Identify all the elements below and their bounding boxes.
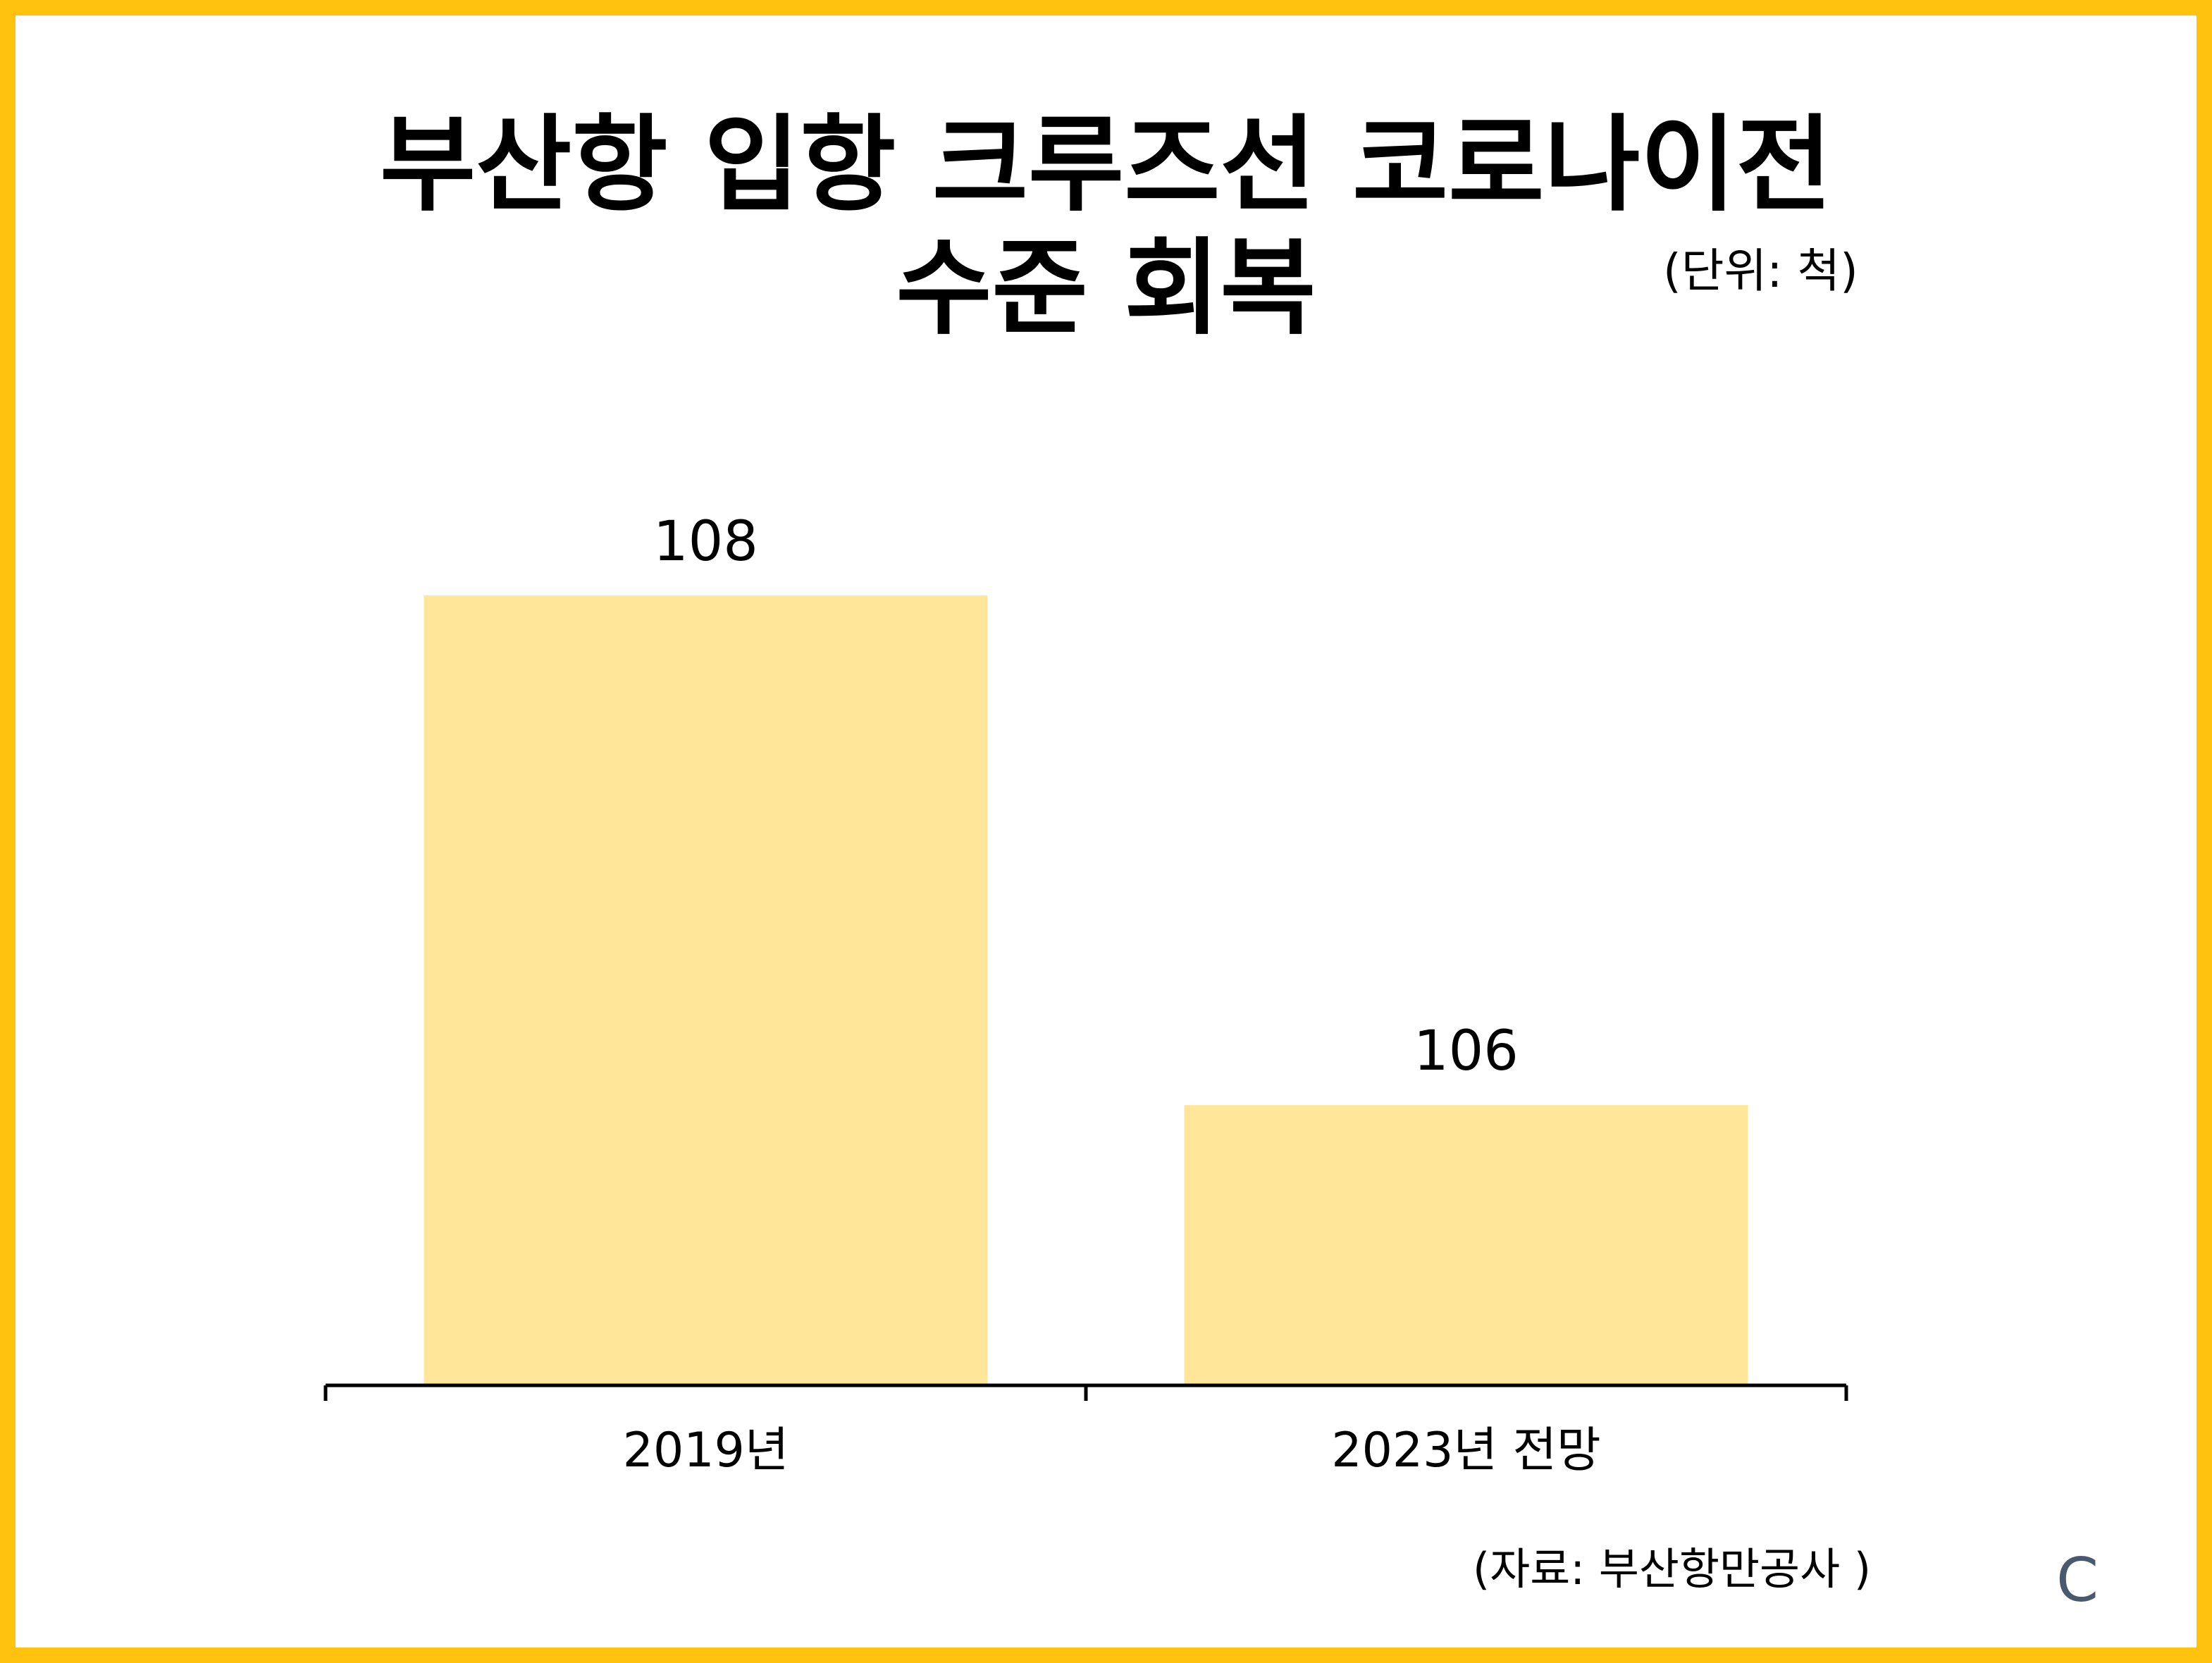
unit-label: (단위: 척) bbox=[1663, 244, 1858, 298]
x-tick-label-2: 2023년 전망 bbox=[1331, 1423, 1600, 1478]
x-tick-labels-layer: 2019년 2023년 전망 bbox=[623, 1423, 1601, 1478]
chart-title-line-2: 수준 회복 bbox=[896, 228, 1316, 349]
data-label-2: 106 bbox=[1414, 1020, 1519, 1083]
chart-title-line-1: 부산항 입항 크루즈선 코로나이전 bbox=[380, 104, 1832, 225]
bar-1 bbox=[424, 595, 988, 1385]
bar-2 bbox=[1184, 1105, 1748, 1385]
source-label: (자료: 부산항만공사 ) bbox=[1473, 1543, 1872, 1595]
x-axis bbox=[323, 1383, 1848, 1401]
data-labels-layer: 108 106 bbox=[653, 510, 1519, 1083]
data-label-1: 108 bbox=[653, 510, 758, 574]
x-tick-label-1: 2019년 bbox=[623, 1423, 789, 1478]
bars-layer bbox=[424, 595, 1748, 1385]
logo-mark: C bbox=[2056, 1545, 2099, 1616]
